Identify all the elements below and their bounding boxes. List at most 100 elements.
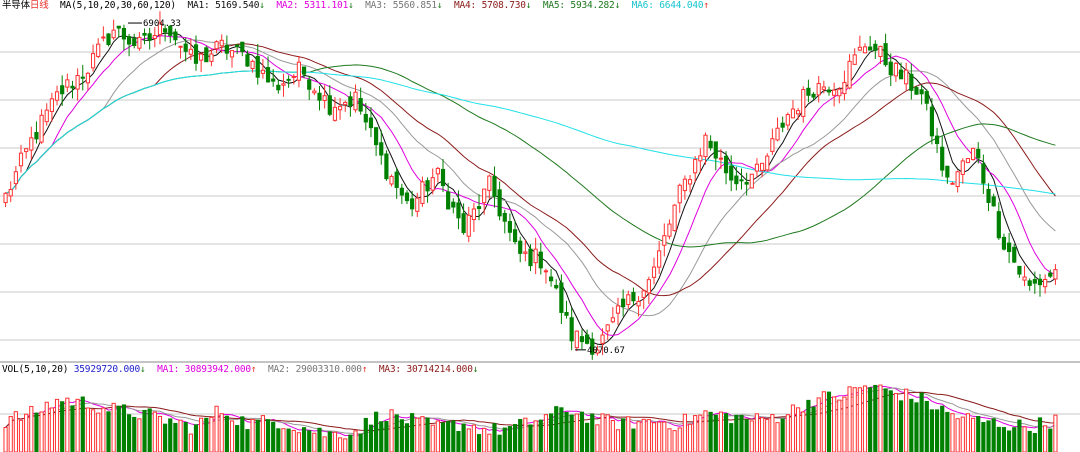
candle-up bbox=[847, 60, 852, 89]
volume-bar-up bbox=[430, 424, 435, 452]
volume-bar-down bbox=[327, 431, 332, 452]
candle-up bbox=[662, 235, 667, 246]
volume-bar-up bbox=[219, 413, 224, 452]
candle-up bbox=[687, 179, 693, 185]
volume-bar-up bbox=[857, 387, 862, 452]
volume-bar-down bbox=[358, 433, 363, 452]
volume-bar-down bbox=[126, 414, 132, 452]
volume-bar-down bbox=[976, 416, 981, 452]
candle-down bbox=[806, 87, 811, 96]
volume-bar-up bbox=[790, 404, 796, 452]
candle-up bbox=[533, 248, 538, 264]
candle-up bbox=[595, 349, 600, 354]
volume-bar-down bbox=[739, 415, 744, 452]
candle-down bbox=[80, 76, 85, 79]
candle-down bbox=[528, 248, 533, 267]
vol-ma1-legend: MA1: 30893942.000↑ bbox=[157, 364, 257, 375]
candle-up bbox=[65, 79, 70, 88]
candle-up bbox=[296, 61, 302, 81]
volume-bar-up bbox=[487, 433, 492, 452]
volume-bar-up bbox=[862, 385, 868, 452]
candle-down bbox=[991, 196, 996, 207]
candle-down bbox=[1048, 272, 1053, 277]
volume-bar-down bbox=[538, 419, 543, 452]
volume-bar-up bbox=[662, 421, 667, 452]
period-label[interactable]: 日线 bbox=[29, 0, 49, 11]
volume-bar-up bbox=[821, 391, 826, 452]
volume-bar-down bbox=[512, 424, 518, 452]
candle-up bbox=[3, 192, 8, 204]
candle-down bbox=[1027, 280, 1032, 286]
volume-bar-down bbox=[374, 411, 379, 452]
candle-down bbox=[538, 251, 543, 269]
candle-up bbox=[770, 138, 775, 152]
volume-bar-up bbox=[291, 429, 296, 452]
candle-up bbox=[543, 270, 549, 273]
candle-up bbox=[188, 48, 193, 55]
candle-up bbox=[970, 147, 976, 161]
symbol-name[interactable]: 半导体 bbox=[2, 0, 30, 11]
volume-bar-down bbox=[1048, 428, 1053, 452]
candle-up bbox=[137, 36, 142, 49]
volume-bar-up bbox=[214, 405, 219, 452]
candle-up bbox=[893, 62, 898, 77]
candle-up bbox=[610, 317, 615, 323]
volume-bar-down bbox=[914, 402, 919, 452]
candle-up bbox=[29, 137, 34, 151]
volume-bar-down bbox=[271, 421, 276, 452]
candle-down bbox=[142, 32, 147, 36]
volume-bar-up bbox=[703, 410, 708, 452]
volume-bar-down bbox=[554, 406, 559, 452]
volume-bar-down bbox=[404, 423, 410, 452]
candle-down bbox=[224, 45, 229, 54]
volume-bar-up bbox=[533, 420, 538, 452]
volume-bar-up bbox=[677, 427, 682, 452]
candle-down bbox=[873, 43, 878, 51]
volume-bar-up bbox=[893, 393, 898, 452]
candle-up bbox=[337, 105, 343, 111]
volume-bar-up bbox=[322, 436, 327, 452]
volume-bar-up bbox=[343, 438, 348, 452]
volume-bar-down bbox=[255, 419, 260, 452]
volume-bar-down bbox=[1027, 430, 1032, 452]
candle-down bbox=[451, 201, 456, 208]
volume-bar-down bbox=[590, 413, 595, 452]
candle-up bbox=[960, 160, 965, 175]
candle-down bbox=[569, 317, 574, 342]
candle-down bbox=[739, 179, 744, 182]
volume-bar-up bbox=[615, 429, 621, 452]
ma3-line bbox=[5, 39, 1056, 317]
volume-bar-up bbox=[332, 431, 338, 452]
volume-bar-up bbox=[420, 416, 425, 452]
candle-up bbox=[18, 152, 24, 167]
volume-bar-up bbox=[801, 411, 806, 452]
volume-bar-down bbox=[924, 400, 929, 452]
volume-bar-up bbox=[229, 420, 235, 452]
volume-bar-down bbox=[173, 422, 178, 452]
candle-down bbox=[461, 213, 466, 234]
volume-bar-up bbox=[281, 428, 286, 452]
volume-bar-down bbox=[548, 413, 554, 452]
volume-bar-up bbox=[775, 422, 780, 452]
candle-up bbox=[435, 167, 440, 175]
volume-bar-up bbox=[965, 413, 971, 452]
candle-down bbox=[780, 122, 785, 128]
volume-bar-down bbox=[163, 423, 168, 452]
candle-up bbox=[749, 173, 754, 189]
volume-bar-down bbox=[276, 428, 281, 452]
candle-up bbox=[852, 54, 857, 65]
volume-bar-down bbox=[929, 409, 935, 452]
candle-down bbox=[934, 135, 940, 145]
candle-up bbox=[615, 305, 621, 314]
chart-annotations: 6904.33 4070.67 bbox=[128, 19, 625, 356]
candle-up bbox=[574, 330, 579, 349]
candle-up bbox=[703, 134, 708, 158]
candle-up bbox=[857, 46, 862, 51]
volume-bar-up bbox=[646, 419, 651, 452]
volume-bar-down bbox=[888, 390, 893, 452]
volume-bar-up bbox=[543, 414, 549, 452]
volume-bar-up bbox=[641, 418, 646, 452]
volume-bar-up bbox=[687, 423, 693, 452]
candle-up bbox=[260, 69, 265, 74]
